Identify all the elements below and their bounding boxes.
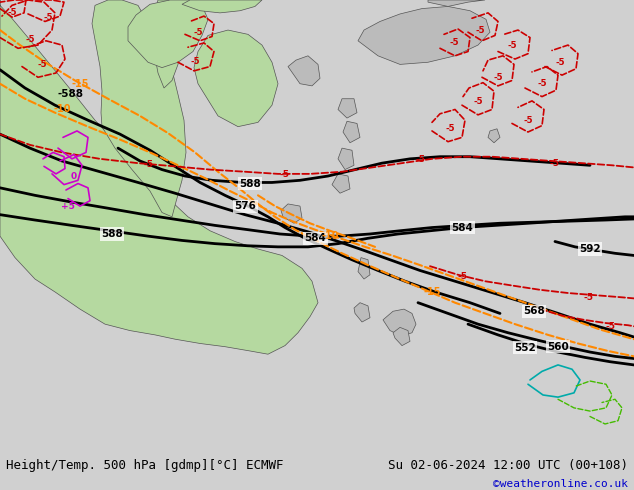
- Text: 584: 584: [451, 222, 473, 233]
- Text: -5: -5: [493, 73, 503, 82]
- Text: -10: -10: [53, 104, 71, 115]
- Text: -5: -5: [7, 8, 16, 17]
- Text: -5: -5: [550, 159, 560, 168]
- Text: -5: -5: [476, 25, 485, 35]
- Text: -5: -5: [507, 41, 517, 49]
- Polygon shape: [288, 56, 320, 86]
- Text: 552: 552: [514, 343, 536, 353]
- Text: -15: -15: [424, 287, 441, 297]
- Text: -5: -5: [37, 60, 47, 69]
- Polygon shape: [332, 174, 350, 193]
- Text: +5: +5: [61, 201, 75, 211]
- Polygon shape: [182, 0, 262, 13]
- Text: -5: -5: [450, 38, 459, 48]
- Text: -5: -5: [605, 322, 615, 331]
- Polygon shape: [0, 0, 318, 354]
- Text: 592: 592: [579, 244, 601, 254]
- Text: -5: -5: [280, 171, 290, 179]
- Text: 588: 588: [239, 178, 261, 189]
- Polygon shape: [338, 148, 354, 170]
- Polygon shape: [354, 303, 370, 322]
- Text: 0: 0: [71, 172, 77, 180]
- Text: -5: -5: [193, 28, 203, 37]
- Polygon shape: [393, 327, 410, 345]
- Polygon shape: [153, 0, 180, 88]
- Text: -5: -5: [473, 98, 482, 106]
- Text: -15: -15: [71, 79, 89, 89]
- Text: 568: 568: [523, 306, 545, 316]
- Polygon shape: [128, 0, 208, 68]
- Text: 588: 588: [101, 229, 123, 239]
- Text: Su 02-06-2024 12:00 UTC (00+108): Su 02-06-2024 12:00 UTC (00+108): [387, 459, 628, 472]
- Polygon shape: [338, 99, 357, 118]
- Text: 560: 560: [547, 342, 569, 352]
- Text: Height/Temp. 500 hPa [gdmp][°C] ECMWF: Height/Temp. 500 hPa [gdmp][°C] ECMWF: [6, 459, 284, 472]
- Polygon shape: [358, 6, 490, 64]
- Text: -5: -5: [523, 116, 533, 125]
- Polygon shape: [488, 129, 500, 143]
- Text: -5: -5: [583, 293, 593, 302]
- Polygon shape: [92, 0, 186, 217]
- Text: 576: 576: [234, 201, 256, 211]
- Text: -5: -5: [415, 155, 425, 165]
- Polygon shape: [281, 204, 302, 223]
- Text: -5: -5: [537, 79, 547, 88]
- Text: -5: -5: [143, 160, 153, 169]
- Text: -588: -588: [57, 90, 83, 99]
- Text: -5: -5: [457, 272, 467, 281]
- Polygon shape: [194, 30, 278, 126]
- Polygon shape: [383, 309, 416, 336]
- Text: -5: -5: [43, 13, 53, 22]
- Polygon shape: [343, 122, 360, 143]
- Text: ©weatheronline.co.uk: ©weatheronline.co.uk: [493, 479, 628, 489]
- Polygon shape: [428, 0, 485, 6]
- Text: -5: -5: [445, 124, 455, 133]
- Text: -10: -10: [321, 231, 339, 241]
- Text: 584: 584: [304, 233, 326, 243]
- Text: -5: -5: [555, 58, 565, 67]
- Text: -5: -5: [25, 35, 35, 44]
- Text: -5: -5: [190, 57, 200, 66]
- Polygon shape: [358, 258, 370, 279]
